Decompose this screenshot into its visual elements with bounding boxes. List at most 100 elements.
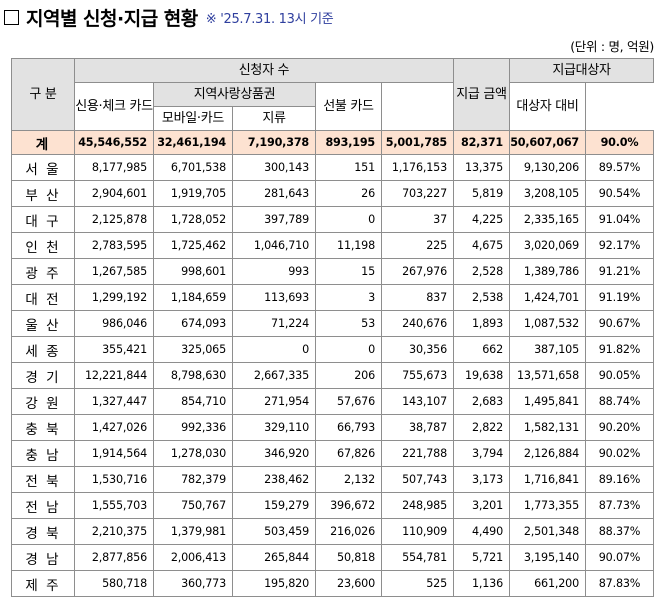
cell-eligible: 1,582,131 <box>509 414 586 441</box>
total-paper: 893,195 <box>315 130 382 155</box>
cell-paper: 57,676 <box>315 388 382 415</box>
table-row: 광 주 1,267,585 998,601 993 15 267,976 2,528 1,38… <box>11 258 654 285</box>
cell-payment-amount: 3,794 <box>453 440 510 467</box>
cell-region: 부 산 <box>11 180 75 207</box>
cell-ratio: 91.82% <box>585 336 654 363</box>
cell-mobile-card: 346,920 <box>232 440 316 467</box>
header-eligible-count <box>381 82 454 131</box>
cell-region: 경 남 <box>11 544 75 571</box>
cell-applicants: 1,299,192 <box>74 284 154 311</box>
cell-eligible: 9,130,206 <box>509 154 586 181</box>
cell-mobile-card: 2,667,335 <box>232 362 316 389</box>
cell-applicants: 986,046 <box>74 310 154 337</box>
cell-applicants: 355,421 <box>74 336 154 363</box>
total-prepaid-card: 5,001,785 <box>381 130 454 155</box>
cell-credit-check-card: 1,725,462 <box>153 232 233 259</box>
table-row: 충 남 1,914,564 1,278,030 346,920 67,826 221,78… <box>11 440 654 467</box>
cell-payment-amount: 19,638 <box>453 362 510 389</box>
cell-mobile-card: 281,643 <box>232 180 316 207</box>
cell-prepaid-card: 38,787 <box>381 414 454 441</box>
cell-mobile-card: 271,954 <box>232 388 316 415</box>
cell-ratio: 87.73% <box>585 492 654 519</box>
cell-applicants: 1,555,703 <box>74 492 154 519</box>
cell-region: 경 기 <box>11 362 75 389</box>
cell-prepaid-card: 755,673 <box>381 362 454 389</box>
cell-applicants: 1,327,447 <box>74 388 154 415</box>
cell-region: 전 남 <box>11 492 75 519</box>
regional-status-table: 구 분 신청자 수 지급 금액 지급대상자 신용·체크 카드 지역사랑상품권 선… <box>11 58 654 597</box>
cell-region: 전 북 <box>11 466 75 493</box>
cell-ratio: 90.67% <box>585 310 654 337</box>
header-local-voucher: 지역사랑상품권 <box>153 82 316 107</box>
cell-eligible: 1,716,841 <box>509 466 586 493</box>
cell-eligible: 1,424,701 <box>509 284 586 311</box>
cell-paper: 206 <box>315 362 382 389</box>
cell-applicants: 1,914,564 <box>74 440 154 467</box>
cell-payment-amount: 5,721 <box>453 544 510 571</box>
cell-paper: 2,132 <box>315 466 382 493</box>
cell-paper: 11,198 <box>315 232 382 259</box>
cell-credit-check-card: 1,728,052 <box>153 206 233 233</box>
total-eligible: 50,607,067 <box>509 130 586 155</box>
cell-eligible: 1,495,841 <box>509 388 586 415</box>
cell-region: 제 주 <box>11 570 75 597</box>
cell-paper: 23,600 <box>315 570 382 597</box>
cell-credit-check-card: 992,336 <box>153 414 233 441</box>
cell-credit-check-card: 2,006,413 <box>153 544 233 571</box>
cell-payment-amount: 2,822 <box>453 414 510 441</box>
header-eligible: 지급대상자 <box>509 58 654 83</box>
cell-payment-amount: 1,136 <box>453 570 510 597</box>
cell-prepaid-card: 143,107 <box>381 388 454 415</box>
table-row: 충 북 1,427,026 992,336 329,110 66,793 38,787 2,… <box>11 414 654 441</box>
cell-ratio: 91.04% <box>585 206 654 233</box>
cell-credit-check-card: 674,093 <box>153 310 233 337</box>
table-row: 경 북 2,210,375 1,379,981 503,459 216,026 110,9… <box>11 518 654 545</box>
total-mobile-card: 7,190,378 <box>232 130 316 155</box>
cell-payment-amount: 1,893 <box>453 310 510 337</box>
cell-ratio: 89.16% <box>585 466 654 493</box>
cell-eligible: 1,773,355 <box>509 492 586 519</box>
cell-paper: 15 <box>315 258 382 285</box>
cell-paper: 216,026 <box>315 518 382 545</box>
cell-eligible: 1,389,786 <box>509 258 586 285</box>
cell-region: 세 종 <box>11 336 75 363</box>
cell-paper: 151 <box>315 154 382 181</box>
cell-prepaid-card: 248,985 <box>381 492 454 519</box>
cell-applicants: 1,267,585 <box>74 258 154 285</box>
cell-region: 대 구 <box>11 206 75 233</box>
table-row: 전 북 1,530,716 782,379 238,462 2,132 507,743 3,… <box>11 466 654 493</box>
cell-eligible: 13,571,658 <box>509 362 586 389</box>
cell-prepaid-card: 221,788 <box>381 440 454 467</box>
cell-payment-amount: 3,201 <box>453 492 510 519</box>
cell-eligible: 3,195,140 <box>509 544 586 571</box>
table-row: 경 기 12,221,844 8,798,630 2,667,335 206 755,67… <box>11 362 654 389</box>
cell-region: 대 전 <box>11 284 75 311</box>
cell-region: 서 울 <box>11 154 75 181</box>
cell-applicants: 12,221,844 <box>74 362 154 389</box>
page-title: 지역별 신청·지급 현황 <box>26 7 198 30</box>
cell-eligible: 387,105 <box>509 336 586 363</box>
cell-prepaid-card: 267,976 <box>381 258 454 285</box>
cell-ratio: 90.05% <box>585 362 654 389</box>
checkbox-square-icon <box>4 9 19 25</box>
cell-prepaid-card: 507,743 <box>381 466 454 493</box>
cell-eligible: 661,200 <box>509 570 586 597</box>
cell-payment-amount: 5,819 <box>453 180 510 207</box>
cell-payment-amount: 2,538 <box>453 284 510 311</box>
cell-ratio: 90.02% <box>585 440 654 467</box>
cell-payment-amount: 4,490 <box>453 518 510 545</box>
cell-payment-amount: 13,375 <box>453 154 510 181</box>
cell-credit-check-card: 6,701,538 <box>153 154 233 181</box>
cell-ratio: 88.74% <box>585 388 654 415</box>
cell-mobile-card: 397,789 <box>232 206 316 233</box>
cell-applicants: 8,177,985 <box>74 154 154 181</box>
cell-payment-amount: 2,528 <box>453 258 510 285</box>
cell-eligible: 2,126,884 <box>509 440 586 467</box>
cell-credit-check-card: 8,798,630 <box>153 362 233 389</box>
total-credit-check-card: 32,461,194 <box>153 130 233 155</box>
cell-credit-check-card: 1,919,705 <box>153 180 233 207</box>
cell-credit-check-card: 360,773 <box>153 570 233 597</box>
table-row: 경 남 2,877,856 2,006,413 265,844 50,818 554,78… <box>11 544 654 571</box>
cell-paper: 0 <box>315 206 382 233</box>
cell-paper: 0 <box>315 336 382 363</box>
